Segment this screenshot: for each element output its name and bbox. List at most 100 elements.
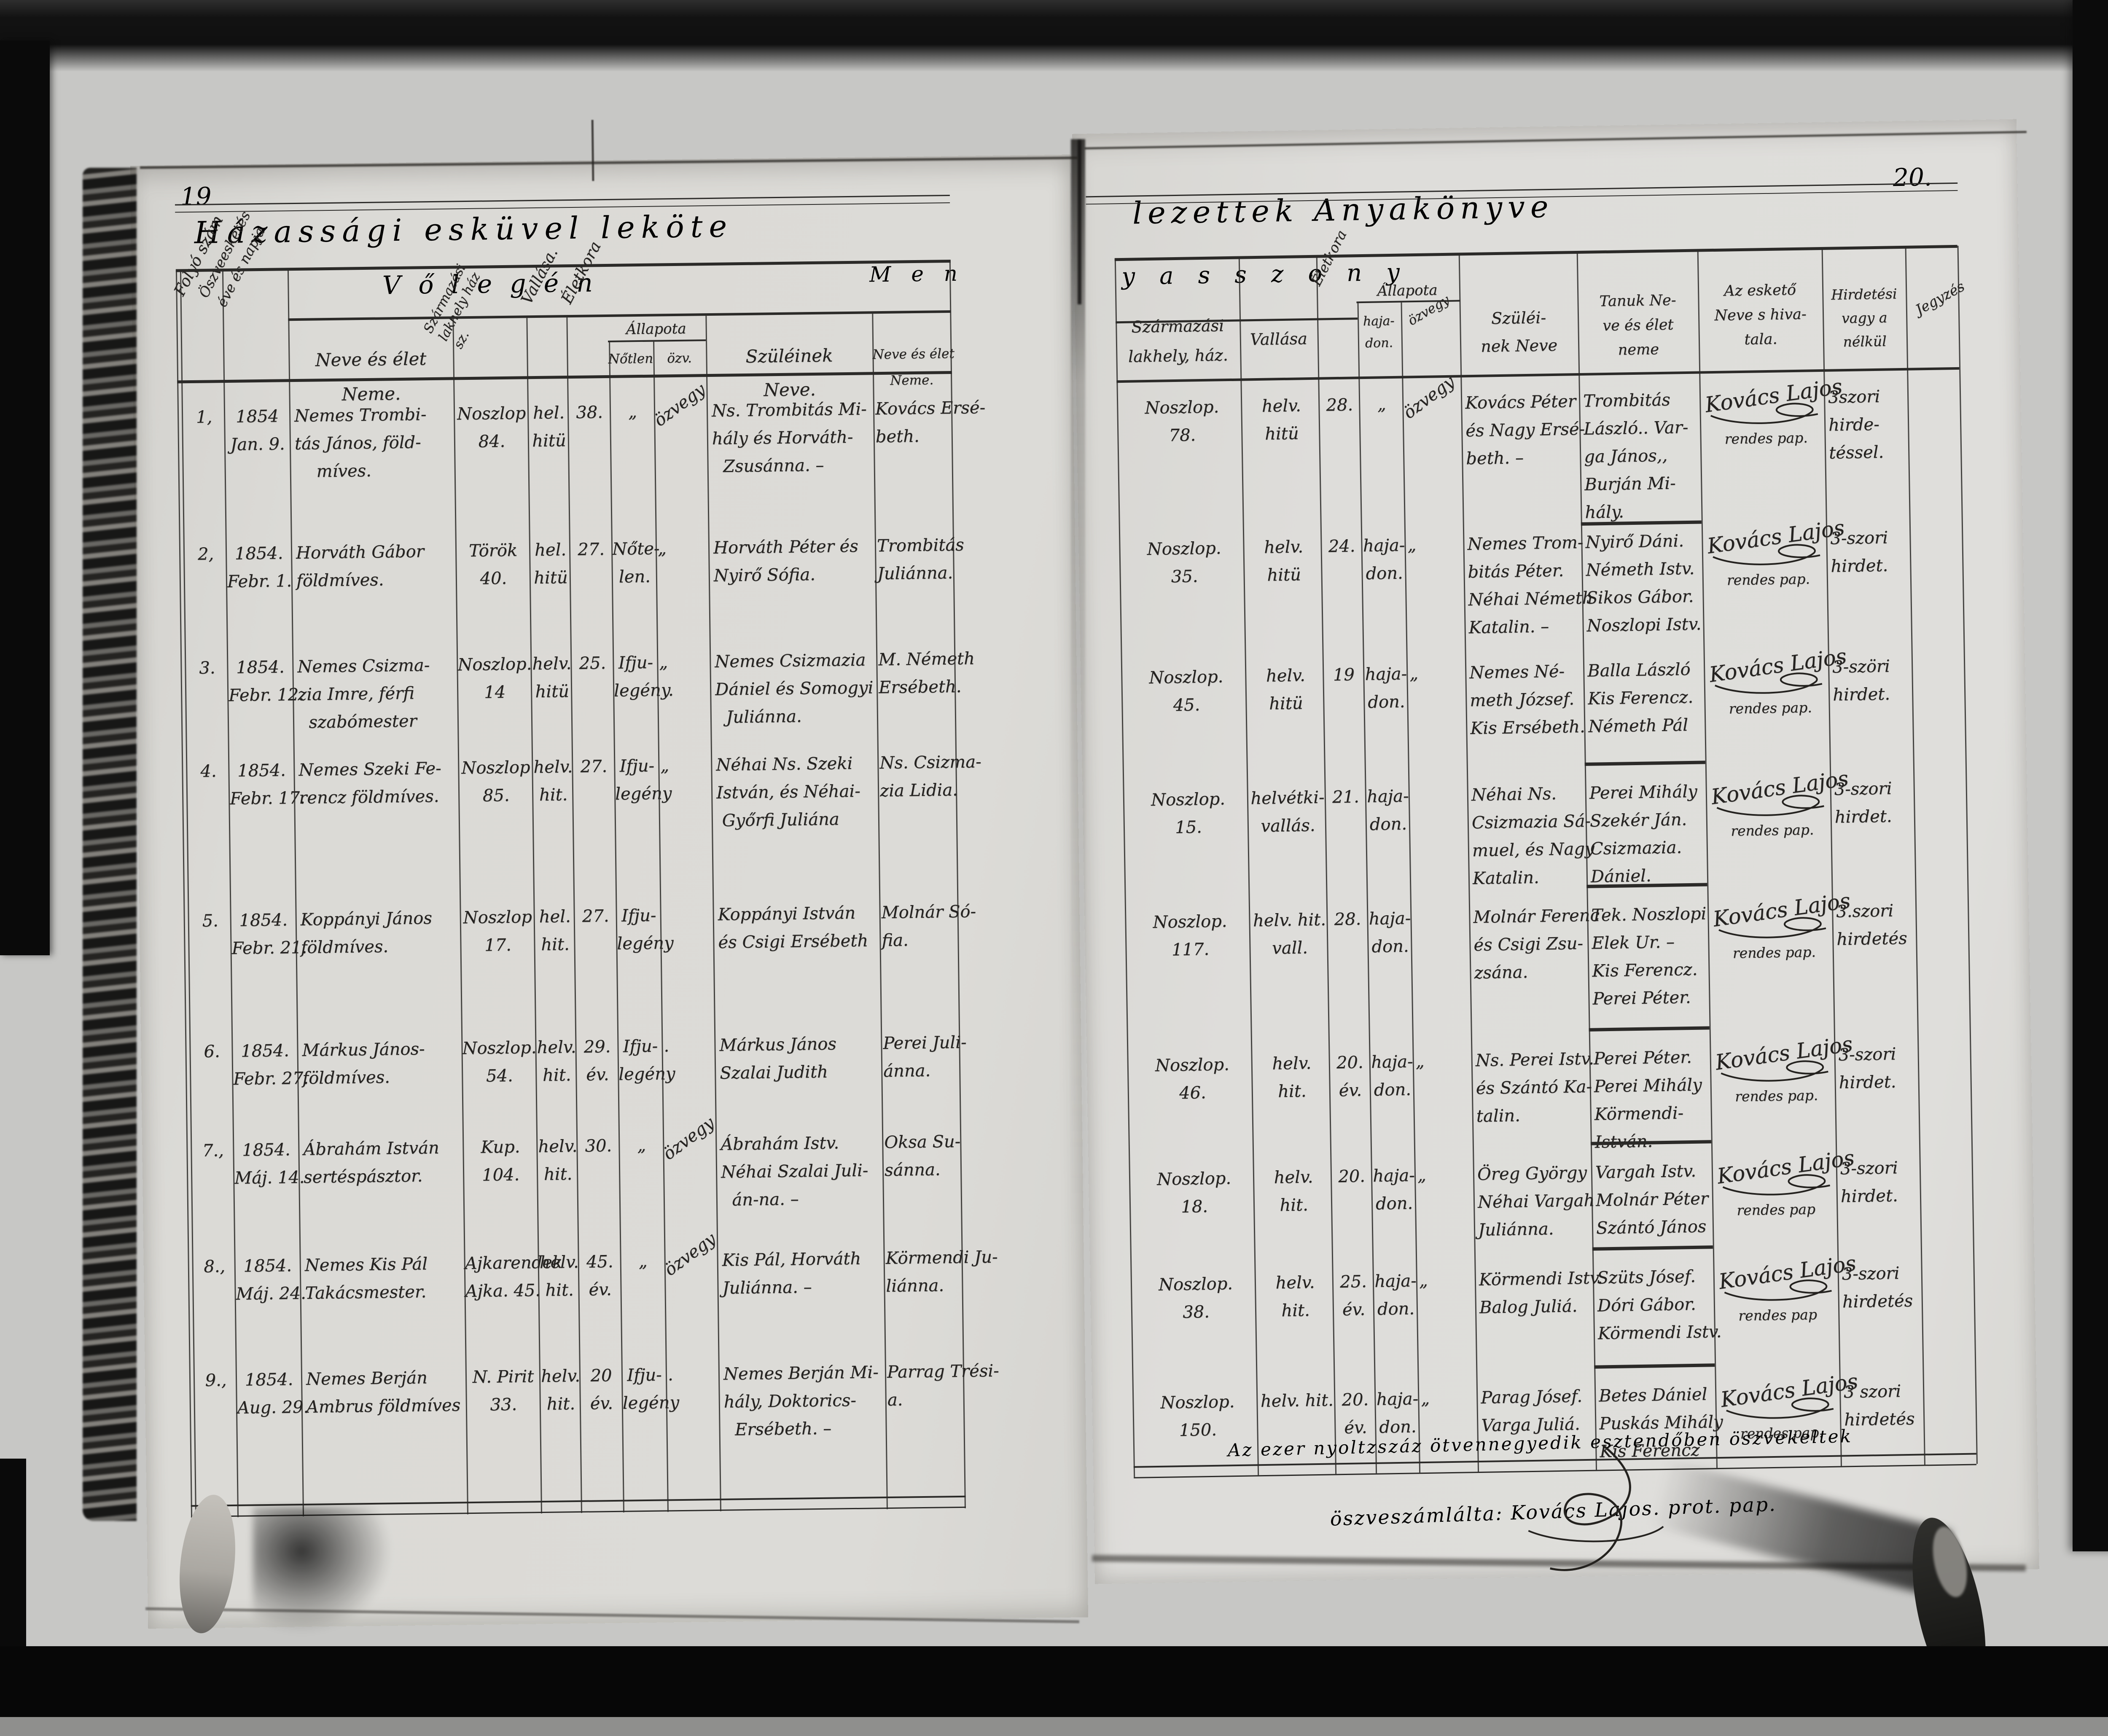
left-row8-date: 1854. Máj. 24. — [236, 1256, 307, 1304]
right-row4-maiden: haja- don. — [1366, 786, 1409, 834]
left-row9-serial: 9., — [205, 1371, 227, 1390]
officiant-title: rendes pap — [1737, 1201, 1816, 1219]
left-row5-serial: 5. — [202, 911, 219, 931]
witness-separator-rule — [1589, 1026, 1710, 1032]
left-row9-origin: N. Pirit 33. — [472, 1367, 534, 1415]
right-row2-parents: Nemes Trom- bitás Péter. Néhai Németh Ka… — [1467, 532, 1593, 638]
officiant-title: rendes pap. — [1724, 429, 1808, 447]
left-row2-age: 27. — [577, 540, 605, 559]
right-row2-widow: „ — [1407, 535, 1417, 555]
left-row8-age: 45. év. — [586, 1252, 613, 1300]
left-row1-religion: hel. hitü — [532, 403, 566, 451]
left-row3-name: Nemes Csizma- zia Imre, férfi szabómeste… — [297, 656, 430, 732]
left-row1-widower: özvegy — [650, 379, 710, 430]
left-row1-serial: 1, — [196, 407, 212, 427]
right-row9-maiden: haja- don. — [1376, 1389, 1419, 1437]
page-gutter-shadow — [1071, 139, 1085, 1505]
right-row5-origin: Noszlop. 117. — [1153, 911, 1227, 960]
right-row1-maiden: „ — [1377, 395, 1387, 414]
left-row8-serial: 8., — [204, 1257, 226, 1276]
right-row3-widow: „ — [1409, 664, 1419, 684]
right-row8-age: 25. év. — [1339, 1272, 1367, 1320]
right-row5-maiden: haja- don. — [1369, 908, 1411, 957]
left-row4-serial: 4. — [200, 761, 217, 781]
left-row6-serial: 6. — [204, 1042, 220, 1061]
left-row2-religion: hel. hitü — [533, 540, 568, 588]
right-row4-origin: Noszlop. 15. — [1151, 789, 1226, 838]
right-row6-maiden: haja- don. — [1371, 1052, 1413, 1100]
left-row8-widower: özvegy — [661, 1229, 720, 1280]
header-status: Állapota — [626, 320, 686, 338]
right-row1-origin: Noszlop. 78. — [1145, 397, 1219, 446]
right-row6-announcement: 3-szori hirdet. — [1838, 1044, 1896, 1093]
header-status-single: Nőtlen — [608, 351, 653, 367]
left-row8-origin: Ajkarendek Ajka. 45. — [465, 1252, 563, 1301]
left-row7-bride: Oksa Su- sánna. — [884, 1131, 961, 1180]
right-row3-maiden: haja- don. — [1365, 664, 1407, 712]
right-row2-witnesses: Nyirő Dáni. Németh Istv. Sikos Gábor. No… — [1585, 531, 1702, 636]
right-row2-age: 24. — [1328, 536, 1355, 556]
row-rule — [608, 339, 706, 342]
right-row3-origin: Noszlop. 45. — [1149, 667, 1223, 715]
right-row8-widow: „ — [1419, 1271, 1428, 1291]
right-row8-maiden: haja- don. — [1374, 1271, 1417, 1319]
right-row2-announcement: 3-szori hirdet. — [1830, 528, 1888, 576]
right-row4-parents: Néhai Ns. Csizmazia Sá- muel, és Nagy Ka… — [1471, 784, 1594, 889]
right-row3-officiant: Kovács Lajos rendes pap. — [1708, 644, 1848, 718]
right-row6-witnesses: Perei Péter. Perei Mihály Körmendi- Istv… — [1593, 1047, 1702, 1152]
left-row1-date: 1854 Jan. 9. — [230, 406, 285, 454]
left-row3-age: 25. — [579, 653, 606, 673]
register-right-page: 20. lezettek Anyakönyve yasszony Származ… — [1072, 119, 2039, 1584]
right-row3-witnesses: Balla László Kis Ferencz. Németh Pál — [1587, 659, 1694, 736]
left-row4-name: Nemes Szeki Fe- rencz földmíves. — [298, 758, 441, 808]
header-parents-right: Szüléi- nek Neve — [1480, 308, 1558, 356]
left-row4-widower: „ — [660, 756, 670, 776]
left-row5-bride: Molnár Só- fia. — [881, 902, 976, 951]
page-number-left: 19 — [180, 182, 212, 211]
header-bride-name: Neve és élet Neme. — [872, 346, 955, 388]
right-row8-announcement: 3-szori hirdetés — [1842, 1263, 1913, 1312]
right-row8-religion: helv. hit. — [1275, 1273, 1315, 1321]
right-row5-announcement: 3.szori hirdetés — [1836, 901, 1907, 949]
left-row5-origin: Noszlop 17. — [463, 907, 532, 955]
right-row8-witnesses: Szüts Jósef. Dóri Gábor. Körmendi Istv. — [1597, 1266, 1722, 1344]
right-row2-notes — [1911, 523, 1962, 524]
left-row6-parents: Márkus János Szalai Judith — [719, 1034, 837, 1083]
right-row9-religion: helv. hit. — [1260, 1390, 1334, 1411]
left-row6-age: 29. év. — [583, 1037, 611, 1085]
right-row3-religion: helv. hitü — [1266, 666, 1306, 714]
right-row8-origin: Noszlop. 38. — [1158, 1274, 1233, 1322]
right-row6-notes — [1919, 1039, 1970, 1040]
right-row4-witnesses: Perei Mihály Szekér Ján. Csizmazia. Dáni… — [1589, 782, 1698, 887]
register-left-page: 19 Házassági esküvel leköte Vőlegén M e … — [130, 120, 1089, 1629]
film-bottom-strip — [0, 1717, 2108, 1736]
left-row3-parents: Nemes Csizmazia Dániel és Somogyi Julián… — [715, 650, 874, 727]
officiant-title: rendes pap. — [1729, 699, 1812, 717]
left-row2-bride: Trombitás Juliánna. — [877, 535, 964, 584]
right-row7-maiden: haja- don. — [1372, 1166, 1415, 1214]
left-row9-bride: Parrag Trési- a. — [887, 1361, 999, 1410]
right-row5-widow — [1413, 903, 1468, 904]
signature-flourish — [1528, 1444, 1664, 1571]
left-row2-origin: Török 40. — [468, 540, 518, 589]
right-row6-religion: helv. hit. — [1272, 1053, 1312, 1102]
right-row5-age: 28. — [1334, 909, 1361, 930]
right-row9-parents: Parag Jósef. Varga Juliá. — [1480, 1387, 1583, 1435]
right-row8-notes — [1922, 1258, 1973, 1259]
left-row3-single: Ifju- legény. — [613, 653, 674, 701]
header-witnesses: Tanuk Ne- ve és élet neme — [1599, 292, 1676, 359]
left-row9-parents: Nemes Berján Mi- hály, Doktorics- Ersébe… — [723, 1362, 879, 1440]
film-left-border-lower — [0, 1459, 26, 1653]
right-row3-announcement: 3-szöri hirdet. — [1832, 656, 1890, 705]
left-row1-bride: Kovács Ersé- beth. — [875, 398, 986, 447]
right-row6-origin: Noszlop. 46. — [1155, 1055, 1230, 1103]
left-row2-single: Nőte- len. — [612, 539, 660, 587]
left-row1-name: Nemes Trombi- tás János, föld- míves. — [294, 405, 427, 482]
right-row7-age: 20. — [1338, 1166, 1366, 1187]
left-row3-date: 1854. Febr. 12. — [228, 657, 304, 705]
left-row3-origin: Noszlop. 14 — [457, 654, 532, 702]
left-row9-date: 1854. Aug. 29. — [237, 1370, 309, 1418]
right-row9-announcement: 3 szori hirdetés — [1843, 1381, 1915, 1430]
right-row8-officiant: Kovács Lajos rendes pap — [1717, 1251, 1858, 1325]
